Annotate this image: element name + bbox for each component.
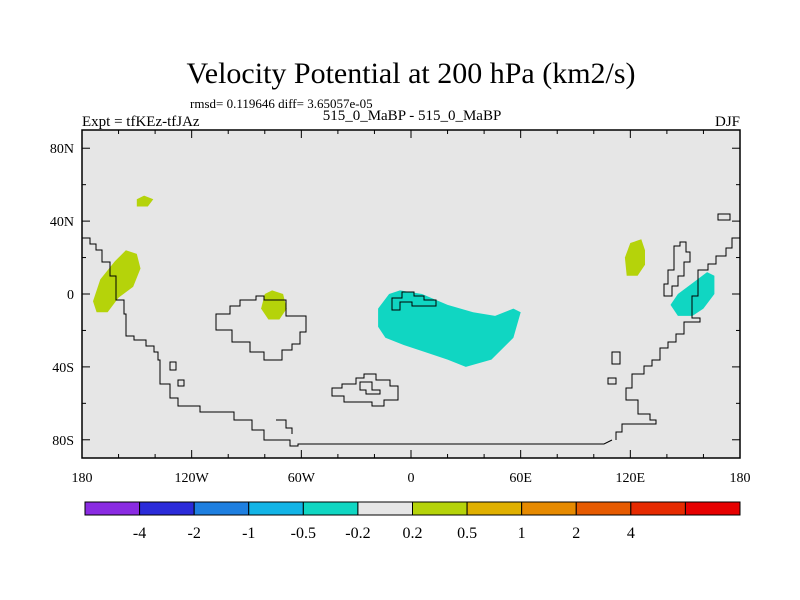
contour-region-2 [136, 195, 154, 207]
colorbar-swatch-1 [84, 501, 141, 516]
colorbar-swatch-4 [248, 501, 304, 516]
colorbar-swatch-2 [139, 501, 195, 516]
x-tick-label: 60E [509, 471, 532, 486]
coastline-inner-basin [359, 381, 381, 395]
contour-region-4 [624, 239, 645, 276]
case-label: 515_0_MaBP - 515_0_MaBP [323, 108, 502, 124]
coastline-north-east [717, 213, 731, 221]
colorbar-swatch-3 [193, 501, 250, 516]
x-tick-label: 120W [175, 471, 210, 486]
x-tick-label: 60W [288, 471, 316, 486]
coastline-americas [82, 237, 613, 447]
coastline-island-a [169, 361, 177, 371]
colorbar-label: 0.5 [457, 525, 477, 542]
plot-area: 180 120W 60W 0 60E 120E 180 80N 40N 0 40S 80S [50, 129, 751, 486]
contour-region-3 [261, 290, 287, 320]
colorbar-swatch-10 [575, 501, 632, 516]
colorbar-swatch-11 [630, 501, 686, 516]
axis-ticks: 180 120W 60W 0 60E 120E 180 80N 40N 0 40S 80S [50, 130, 751, 486]
x-tick-label: 120E [616, 471, 646, 486]
coastline-island-b [177, 379, 185, 387]
coastline-east-island [607, 377, 617, 385]
colorbar-label: 0.2 [403, 525, 423, 542]
x-tick-label: 0 [408, 471, 415, 486]
colorbar-swatch-5 [302, 501, 359, 516]
y-tick-label: 40N [50, 215, 74, 230]
colorbar-label: -4 [133, 525, 146, 542]
coastline-outlines [82, 213, 740, 447]
colorbar-label: -2 [188, 525, 201, 542]
contour-region-6 [670, 272, 715, 316]
colorbar-label: -0.2 [345, 525, 370, 542]
coastline-eastern [615, 237, 740, 440]
coastline-antarctic-inlet [276, 419, 293, 434]
contour-region-5 [378, 290, 521, 367]
season-label: DJF [715, 114, 740, 130]
experiment-label: Expt = tfKEz-tfJAz [82, 114, 200, 130]
coastline-africa-south [331, 373, 399, 407]
colorbar-swatch-8 [466, 501, 523, 516]
x-tick-label: 180 [730, 471, 751, 486]
y-tick-label: 80N [50, 142, 74, 157]
colorbar-label: -1 [242, 525, 255, 542]
coastline-east-peninsula [663, 241, 691, 297]
coastline-east-island-2 [611, 351, 621, 365]
colorbar-label: 4 [627, 525, 635, 542]
contour-region-1 [93, 250, 141, 313]
colorbar-label: 1 [518, 525, 526, 542]
colorbar-swatch-12 [684, 501, 741, 516]
rmsd-subtitle: rmsd= 0.119646 diff= 3.65057e-05 [190, 96, 373, 111]
chart-title: Velocity Potential at 200 hPa (km2/s) [186, 57, 635, 90]
coastline-central-continent [391, 291, 437, 311]
y-tick-label: 0 [67, 288, 74, 303]
x-tick-label: 180 [72, 471, 93, 486]
y-tick-label: 80S [52, 434, 74, 449]
colorbar: -4 -2 -1 -0.5 -0.2 0.2 0.5 1 2 4 [84, 501, 741, 542]
colorbar-swatch-9 [521, 501, 577, 516]
colorbar-swatch-6 [357, 501, 413, 516]
colorbar-swatch-7 [412, 501, 468, 516]
coastline-africa-west [215, 295, 307, 361]
contour-regions [93, 195, 715, 367]
colorbar-label: 2 [572, 525, 580, 542]
colorbar-label: -0.5 [291, 525, 316, 542]
y-tick-label: 40S [52, 361, 74, 376]
